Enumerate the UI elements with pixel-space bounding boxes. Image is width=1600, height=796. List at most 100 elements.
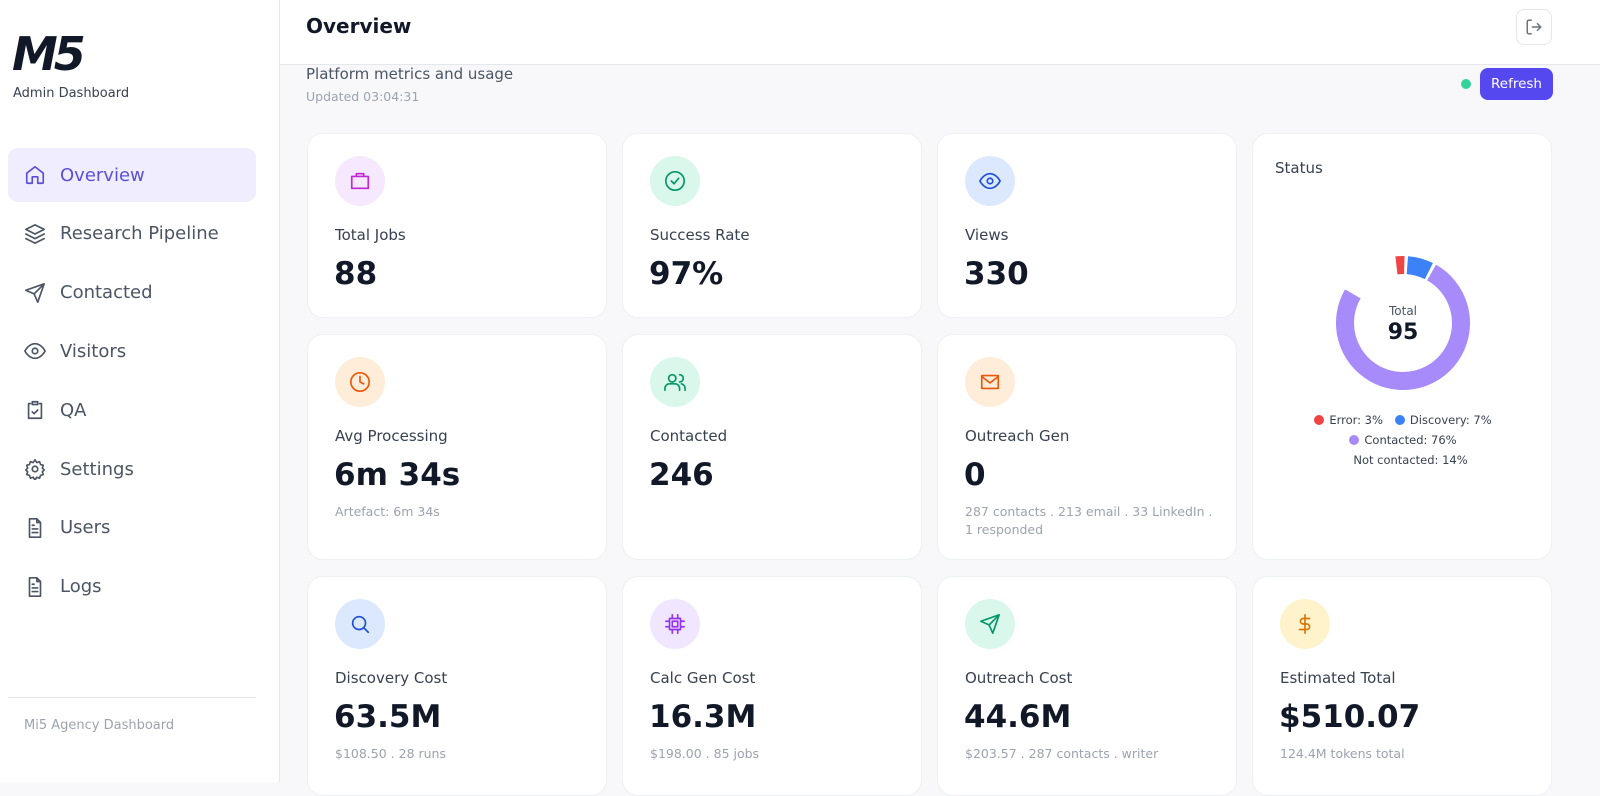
legend-item: Contacted: 76% [1349,430,1456,450]
logo: M5 [12,26,82,82]
legend-item: Discovery: 7% [1395,410,1492,430]
stat-card: Outreach Cost 44.6M $203.57 . 287 contacts… [937,576,1237,796]
donut-chart: Total 95 [1333,253,1473,393]
stat-card: Outreach Gen 0 287 contacts . 213 email . … [937,334,1237,560]
icon [664,170,686,192]
stat-card: Calc Gen Cost 16.3M $198.00 . 85 jobs [622,576,922,796]
stat-value: 63.5M [334,699,441,735]
top-bar: Overview [280,0,1600,65]
stat-label: Calc Gen Cost [650,669,755,687]
icon-badge [650,156,700,206]
stat-label: Total Jobs [335,226,406,244]
page-title: Overview [306,14,411,38]
icon [24,282,46,304]
legend-label: Contacted: 76% [1364,430,1456,450]
stat-value: 88 [334,256,377,292]
stat-value: 6m 34s [334,457,460,493]
brand-subtitle: Admin Dashboard [13,86,129,101]
logout-button[interactable] [1516,9,1552,45]
stat-card: Contacted 246 [622,334,922,560]
chart-title: Status [1275,159,1323,177]
refresh-button[interactable]: Refresh [1480,68,1553,100]
stat-value: 16.3M [649,699,756,735]
icon [24,399,46,421]
stat-value: 97% [649,256,723,292]
icon-badge [650,357,700,407]
icon [1294,613,1316,635]
stat-note: $108.50 . 28 runs [335,745,585,763]
stat-note: $198.00 . 85 jobs [650,745,900,763]
icon [24,164,46,186]
stat-card: Total Jobs 88 [307,133,607,318]
nav-item[interactable]: Settings [8,442,256,496]
stat-label: Outreach Cost [965,669,1072,687]
legend-item: Error: 3% [1314,410,1383,430]
nav-item[interactable]: Research Pipeline [8,207,256,261]
stat-note: 287 contacts . 213 email . 33 LinkedIn .… [965,503,1215,539]
nav-item[interactable]: Contacted [8,266,256,320]
stat-label: Views [965,226,1008,244]
stat-note: 124.4M tokens total [1280,745,1530,763]
legend-label: Discovery: 7% [1410,410,1492,430]
stat-label: Success Rate [650,226,750,244]
legend-dot [1349,435,1359,445]
stat-value: 0 [964,457,986,493]
stat-value: 246 [649,457,714,493]
legend-dot [1395,415,1405,425]
stat-card: Estimated Total $510.07 124.4M tokens tota… [1252,576,1552,796]
icon-badge [1280,599,1330,649]
icon-badge [965,156,1015,206]
legend-dot [1314,415,1324,425]
icon [979,170,1001,192]
stat-value: 330 [964,256,1029,292]
icon [349,170,371,192]
legend: Error: 3% Discovery: 7%Contacted: 76%Not … [1303,410,1503,470]
icon [979,613,1001,635]
icon-badge [335,599,385,649]
stat-value: $510.07 [1279,699,1420,735]
nav-item[interactable]: Users [8,501,256,555]
icon-badge [650,599,700,649]
stat-label: Avg Processing [335,427,448,445]
legend-item: Not contacted: 14% [1338,450,1467,470]
stat-label: Contacted [650,427,727,445]
legend-label: Error: 3% [1329,410,1383,430]
page-subtitle: Platform metrics and usage [306,65,513,83]
icon [664,613,686,635]
stat-label: Estimated Total [1280,669,1396,687]
nav-item[interactable]: Logs [8,560,256,614]
stat-label: Discovery Cost [335,669,447,687]
donut-segment [1354,266,1393,292]
status-card: Status Total 95 Error: 3% Discovery: 7%Co… [1252,133,1552,560]
divider [8,697,256,698]
donut-center-label: Total [1388,304,1417,318]
stat-label: Outreach Gen [965,427,1069,445]
status-dot [1461,79,1471,89]
donut-segment [1407,265,1429,271]
stat-value: 44.6M [964,699,1071,735]
icon-badge [965,599,1015,649]
stat-card: Views 330 [937,133,1237,318]
nav-item[interactable]: QA [8,383,256,437]
icon-badge [335,357,385,407]
nav-item[interactable]: Visitors [8,324,256,378]
icon [349,371,371,393]
stat-note: $203.57 . 287 contacts . writer [965,745,1215,763]
updated-time: Updated 03:04:31 [306,89,419,104]
icon [24,340,46,362]
legend-dot [1338,455,1348,465]
stat-card: Discovery Cost 63.5M $108.50 . 28 runs [307,576,607,796]
legend-label: Not contacted: 14% [1353,450,1467,470]
sidebar-footer: Mi5 Agency Dashboard [24,718,174,733]
stat-note: Artefact: 6m 34s [335,503,585,521]
icon [24,517,46,539]
donut-center-value: 95 [1388,320,1419,345]
icon [24,458,46,480]
logout-icon [1525,18,1543,36]
icon [24,576,46,598]
icon [664,371,686,393]
nav-item[interactable]: Overview [8,148,256,202]
icon-badge [965,357,1015,407]
stat-card: Success Rate 97% [622,133,922,318]
